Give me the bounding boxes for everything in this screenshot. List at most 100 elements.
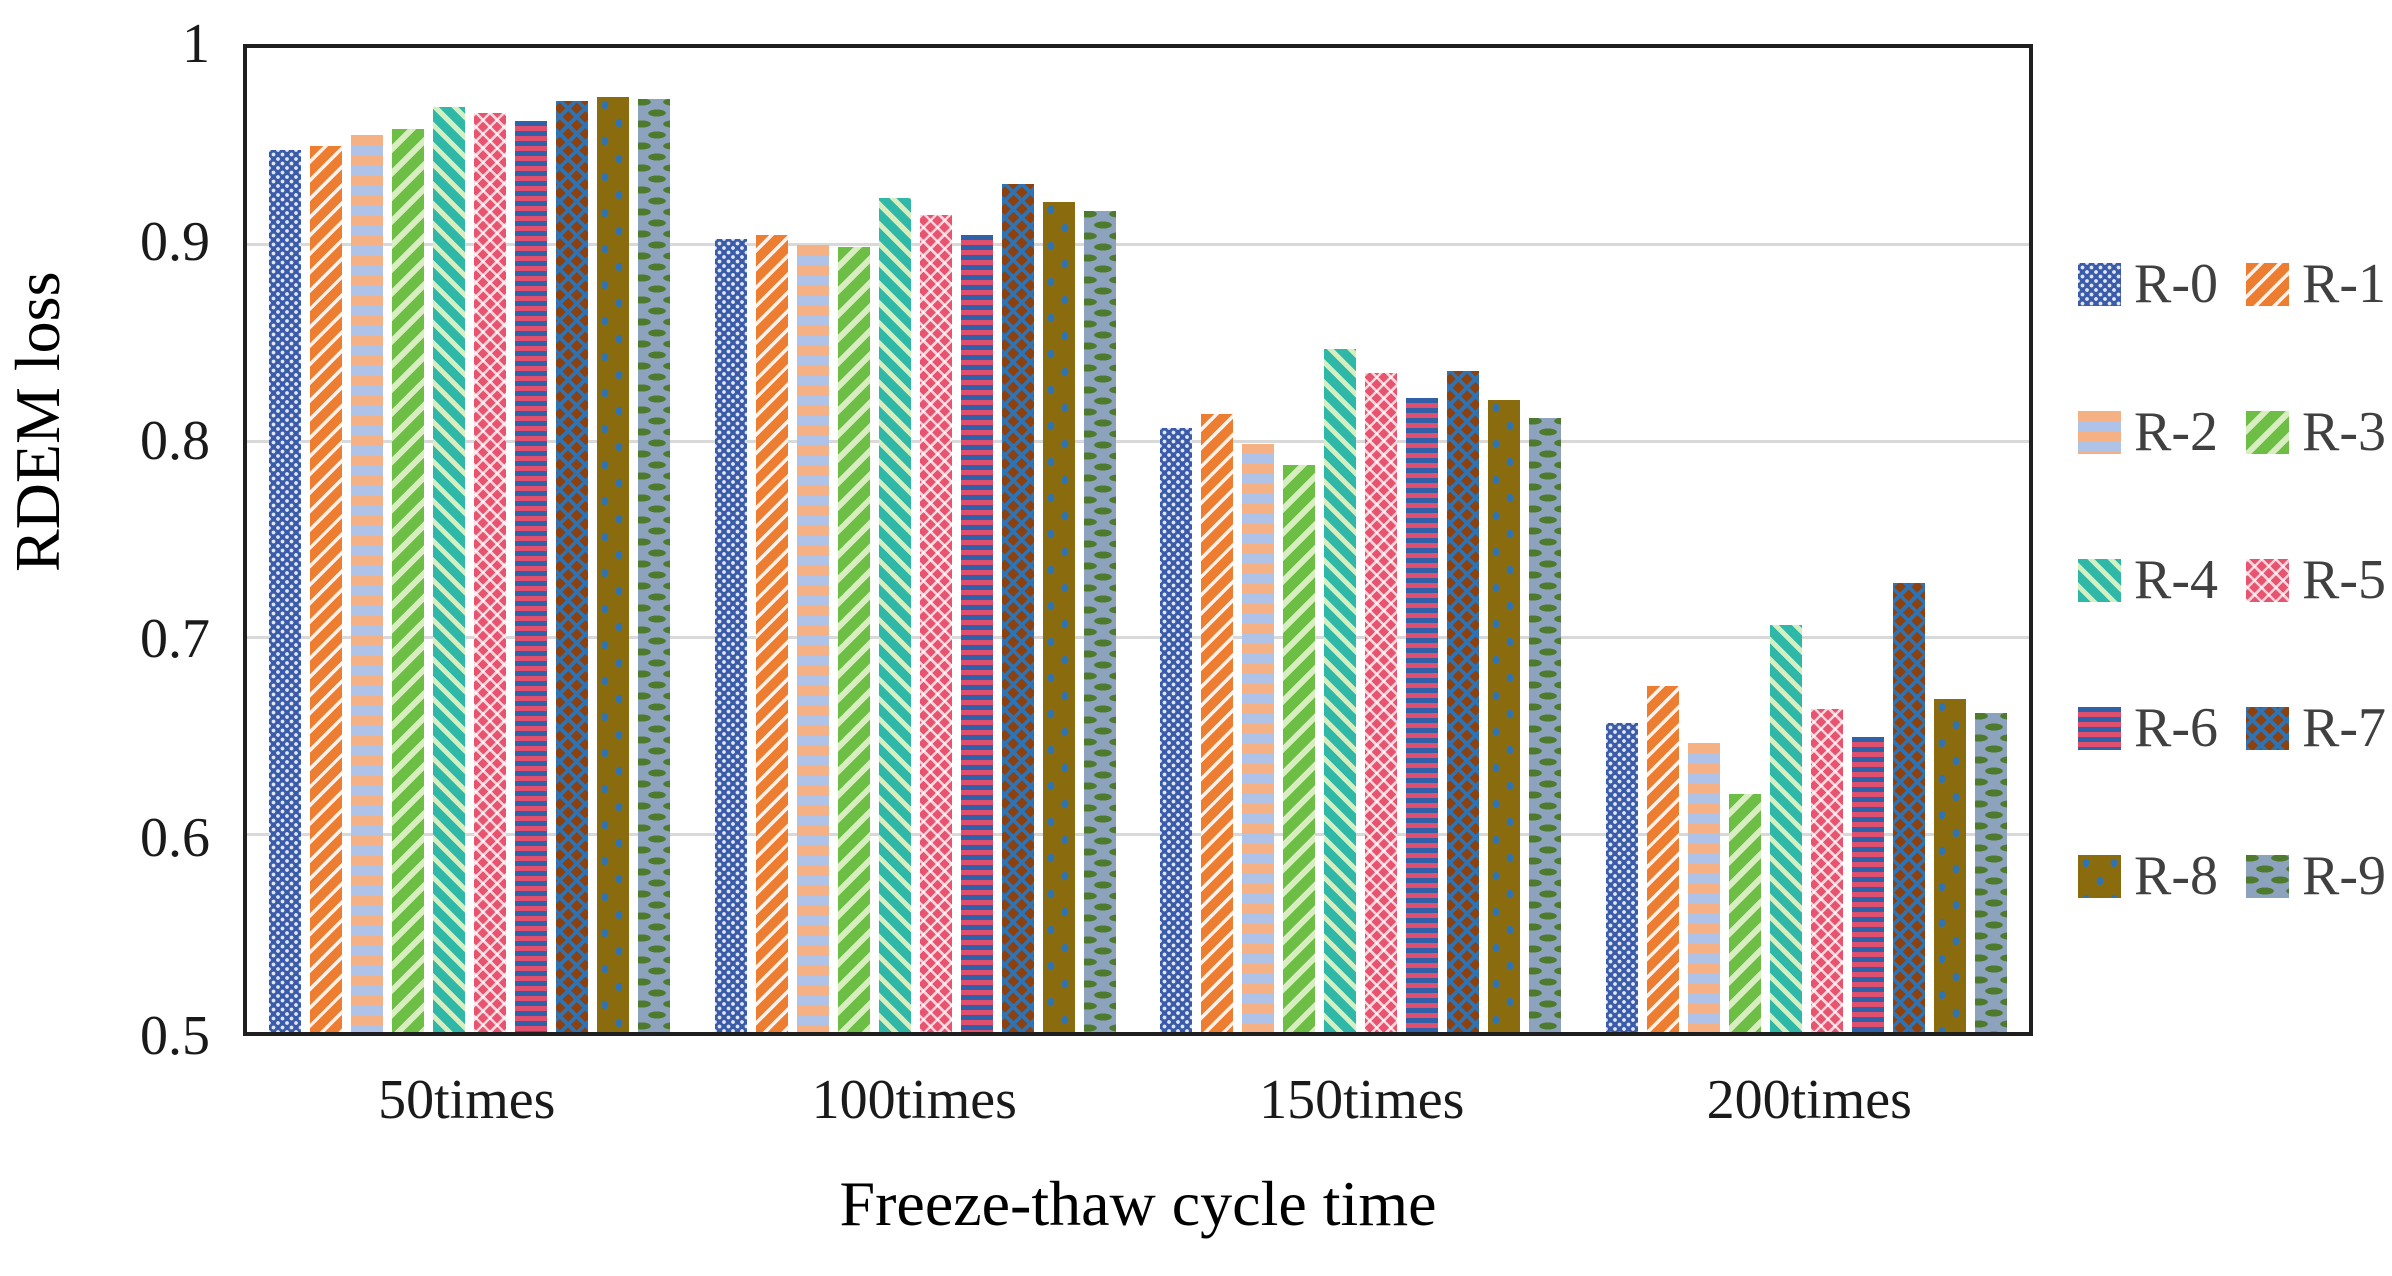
bar-R-6-50times <box>515 120 548 1032</box>
bar-R-6-150times <box>1406 398 1439 1032</box>
bar-R-9-50times <box>638 99 671 1032</box>
bar-R-7-100times <box>1001 183 1034 1032</box>
y-tick-label: 0.8 <box>140 409 210 472</box>
bar-R-1-200times <box>1646 685 1679 1032</box>
bar-R-1-100times <box>755 234 788 1032</box>
x-tick-label-200times: 200times <box>1706 1069 1912 1131</box>
y-tick-label: 0.9 <box>140 211 210 274</box>
bar-R-7-200times <box>1892 583 1925 1032</box>
legend-row: R-6 R-7 <box>2078 700 2386 756</box>
bar-R-0-50times <box>269 150 302 1032</box>
bar-R-3-50times <box>392 128 425 1032</box>
legend-swatch-R-2 <box>2078 410 2121 454</box>
legend-label-R-5: R-5 <box>2302 549 2386 611</box>
bar-R-4-50times <box>433 107 466 1032</box>
legend-label-R-2: R-2 <box>2134 401 2218 463</box>
bar-R-1-50times <box>310 146 343 1032</box>
x-tick-label-150times: 150times <box>1259 1069 1465 1131</box>
legend-row: R-0 R-1 <box>2078 256 2386 312</box>
bar-R-6-200times <box>1851 736 1884 1032</box>
x-tick-label-50times: 50times <box>378 1069 556 1131</box>
legend-label-R-7: R-7 <box>2302 697 2386 759</box>
legend-item-R-7: R-7 <box>2246 700 2386 756</box>
bar-R-3-100times <box>837 246 870 1032</box>
x-tick-label-100times: 100times <box>811 1069 1017 1131</box>
bar-R-2-100times <box>796 244 829 1032</box>
legend-label-R-3: R-3 <box>2302 401 2386 463</box>
legend-item-R-2: R-2 <box>2078 404 2246 460</box>
bar-R-5-150times <box>1365 372 1398 1032</box>
bar-group-200times <box>1584 48 2030 1032</box>
bar-R-0-100times <box>714 238 747 1032</box>
bar-R-0-200times <box>1605 723 1638 1032</box>
bar-R-7-50times <box>556 101 589 1032</box>
legend-swatch-R-9 <box>2246 854 2289 898</box>
y-tick-label: 1 <box>182 13 210 75</box>
bar-R-9-100times <box>1083 211 1116 1032</box>
bar-R-2-150times <box>1242 443 1275 1032</box>
y-tick-label: 0.5 <box>140 1005 210 1067</box>
legend-label-R-8: R-8 <box>2134 845 2218 907</box>
bar-R-9-200times <box>1974 713 2007 1032</box>
legend-swatch-R-7 <box>2246 706 2289 750</box>
y-axis-title: RDEM loss <box>2 271 73 573</box>
legend-swatch-R-5 <box>2246 558 2289 602</box>
bar-R-5-100times <box>919 215 952 1032</box>
legend-item-R-3: R-3 <box>2246 404 2386 460</box>
bar-groups <box>247 48 2029 1032</box>
legend: R-0 R-1 R-2 R-3 R-4 R-5 R-6 R-7 R-8 R-9 <box>2078 256 2386 904</box>
plot-area <box>243 44 2033 1036</box>
legend-label-R-4: R-4 <box>2134 549 2218 611</box>
bar-R-8-150times <box>1488 400 1521 1032</box>
bar-R-3-150times <box>1283 465 1316 1032</box>
bar-R-0-150times <box>1160 427 1193 1032</box>
legend-swatch-R-1 <box>2246 262 2289 306</box>
legend-swatch-R-8 <box>2078 854 2121 898</box>
bar-group-100times <box>693 48 1139 1032</box>
y-tick-label: 0.7 <box>140 608 210 671</box>
x-axis-title: Freeze-thaw cycle time <box>839 1168 1437 1239</box>
legend-item-R-8: R-8 <box>2078 848 2246 904</box>
bar-R-7-150times <box>1447 370 1480 1032</box>
bar-R-6-100times <box>960 234 993 1032</box>
y-tick-label: 0.6 <box>140 806 210 869</box>
legend-item-R-4: R-4 <box>2078 552 2246 608</box>
legend-label-R-6: R-6 <box>2134 697 2218 759</box>
bar-R-4-200times <box>1769 624 1802 1032</box>
legend-row: R-8 R-9 <box>2078 848 2386 904</box>
x-axis-tick-labels: 50times 100times 150times 200times <box>243 1072 2033 1128</box>
bar-R-9-150times <box>1529 417 1562 1032</box>
bar-R-2-200times <box>1687 742 1720 1032</box>
bar-R-1-150times <box>1201 414 1234 1032</box>
legend-item-R-9: R-9 <box>2246 848 2386 904</box>
bar-R-4-150times <box>1324 349 1357 1032</box>
gridline-0.8 <box>247 439 2029 443</box>
bar-R-8-100times <box>1042 201 1075 1032</box>
bar-group-150times <box>1138 48 1584 1032</box>
legend-swatch-R-6 <box>2078 706 2121 750</box>
bar-R-5-50times <box>474 112 507 1032</box>
legend-row: R-2 R-3 <box>2078 404 2386 460</box>
bar-R-2-50times <box>351 134 384 1032</box>
gridline-0.9 <box>247 242 2029 246</box>
legend-label-R-9: R-9 <box>2302 845 2386 907</box>
legend-swatch-R-4 <box>2078 558 2121 602</box>
gridline-0.6 <box>247 833 2029 837</box>
legend-item-R-1: R-1 <box>2246 256 2386 312</box>
bar-group-50times <box>247 48 693 1032</box>
bar-R-3-200times <box>1728 793 1761 1032</box>
legend-swatch-R-0 <box>2078 262 2121 306</box>
legend-item-R-0: R-0 <box>2078 256 2246 312</box>
bar-R-5-200times <box>1810 709 1843 1032</box>
gridline-0.7 <box>247 636 2029 640</box>
bar-R-8-200times <box>1933 699 1966 1032</box>
legend-item-R-6: R-6 <box>2078 700 2246 756</box>
legend-item-R-5: R-5 <box>2246 552 2386 608</box>
legend-row: R-4 R-5 <box>2078 552 2386 608</box>
bar-R-4-100times <box>878 197 911 1032</box>
legend-label-R-1: R-1 <box>2302 253 2386 315</box>
legend-label-R-0: R-0 <box>2134 253 2218 315</box>
legend-swatch-R-3 <box>2246 410 2289 454</box>
bar-R-8-50times <box>597 97 630 1032</box>
